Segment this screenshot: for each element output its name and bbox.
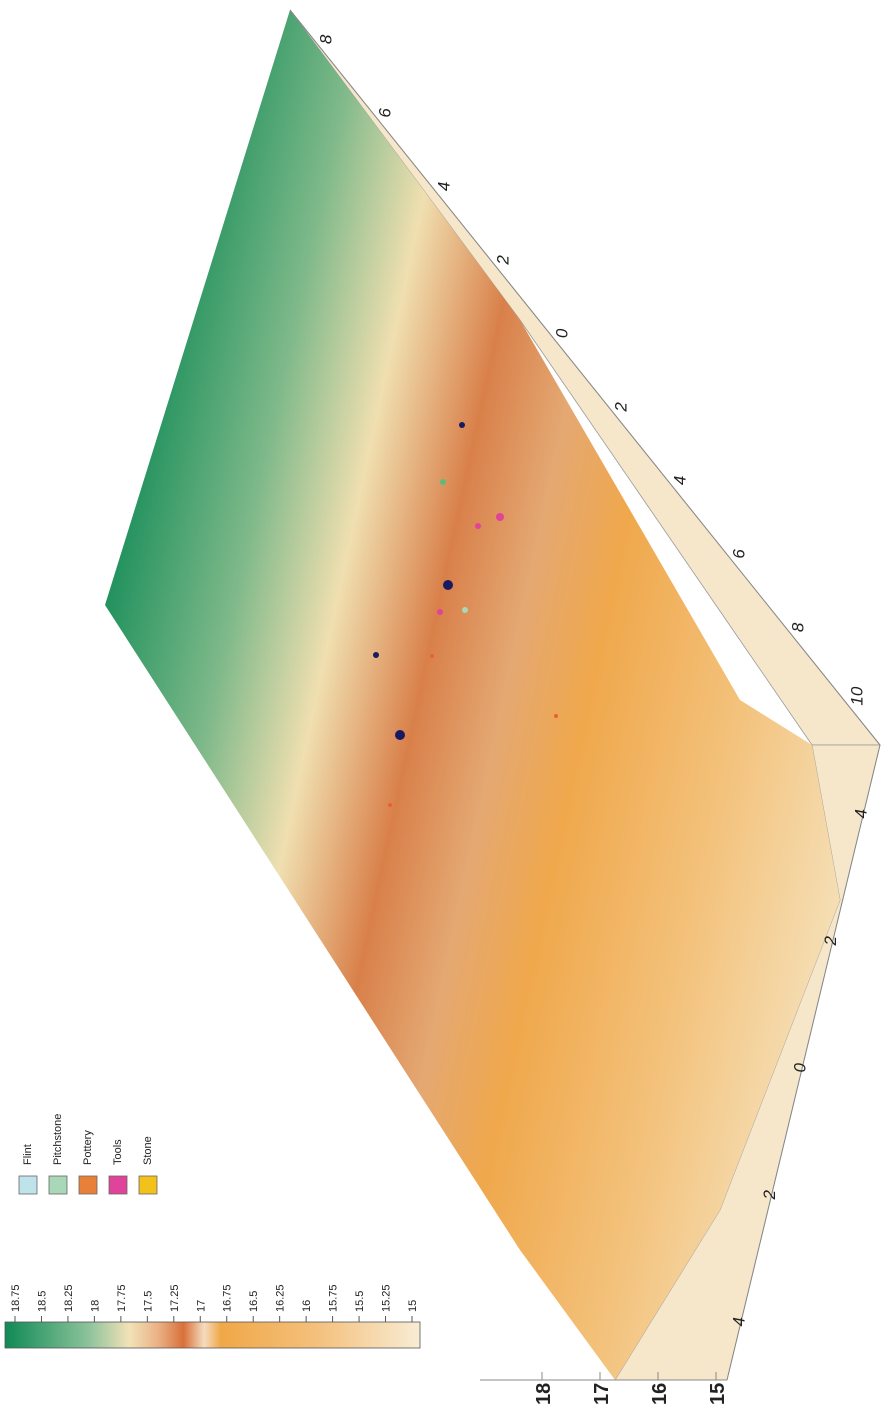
axis-label: 2 <box>493 255 512 266</box>
color-bar-label: 16.25 <box>275 1284 287 1312</box>
point <box>437 609 443 615</box>
point <box>373 652 379 658</box>
point <box>554 714 558 718</box>
color-bar-label: 16.75 <box>222 1284 234 1312</box>
axis-label: 8 <box>316 34 335 44</box>
z-tick-label: 17 <box>591 1383 613 1405</box>
point <box>395 730 405 740</box>
surface <box>105 10 840 1380</box>
axis-label: 4 <box>434 182 453 191</box>
axis-label: 6 <box>729 549 748 559</box>
color-bar-label: 17.25 <box>169 1284 181 1312</box>
color-bar-label: 17.5 <box>142 1291 154 1312</box>
z-tick-label: 18 <box>533 1383 555 1405</box>
point <box>459 422 465 428</box>
point <box>496 513 504 521</box>
axis-label: 0 <box>552 328 571 338</box>
legend-swatch <box>18 1175 38 1195</box>
point <box>440 479 446 485</box>
color-bar-label: 16.5 <box>248 1291 260 1312</box>
z-tick-label: 16 <box>649 1383 671 1405</box>
axis-label: 8 <box>788 622 807 632</box>
legend-swatch <box>78 1175 98 1195</box>
color-bar-label: 18.5 <box>36 1291 48 1312</box>
legend-label: Tools <box>112 1139 124 1165</box>
legend-label: Pitchstone <box>52 1114 64 1165</box>
color-bar-label: 15.25 <box>381 1284 393 1312</box>
point <box>443 580 453 590</box>
axis-label: 10 <box>847 686 866 705</box>
point <box>475 523 481 529</box>
color-bar-label: 15 <box>407 1300 419 1312</box>
legend-label: Pottery <box>82 1130 94 1165</box>
axis-line <box>289 9 881 746</box>
color-bar <box>4 1321 421 1349</box>
color-bar-label: 15.5 <box>354 1291 366 1312</box>
legend-swatch <box>48 1175 68 1195</box>
color-bar-label: 15.75 <box>328 1284 340 1312</box>
axis-label: 2 <box>821 936 840 947</box>
point <box>462 607 468 613</box>
axis-label: 0 <box>791 1063 810 1073</box>
axis-label: 6 <box>375 108 394 118</box>
legend-label: Flint <box>22 1144 34 1165</box>
color-bar-label: 17 <box>195 1300 207 1312</box>
color-bar-label: 18.75 <box>10 1284 22 1312</box>
legend-swatch <box>138 1175 158 1195</box>
axis-label: 4 <box>852 809 871 818</box>
color-bar-label: 16 <box>301 1300 313 1312</box>
axis-label: 4 <box>670 476 689 485</box>
color-bar-label: 18 <box>89 1300 101 1312</box>
axis-label: 2 <box>611 402 630 413</box>
point <box>388 803 392 807</box>
legend-swatch <box>108 1175 128 1195</box>
axis-label: 4 <box>729 1317 748 1326</box>
point <box>430 654 434 658</box>
color-bar-label: 17.75 <box>116 1284 128 1312</box>
artifact-points <box>373 422 558 807</box>
axis-label: 2 <box>760 1190 779 1201</box>
axis-line <box>726 744 881 1381</box>
z-tick-label: 15 <box>707 1383 729 1405</box>
color-bar-label: 18.25 <box>63 1284 75 1312</box>
legend-label: Stone <box>142 1136 154 1165</box>
